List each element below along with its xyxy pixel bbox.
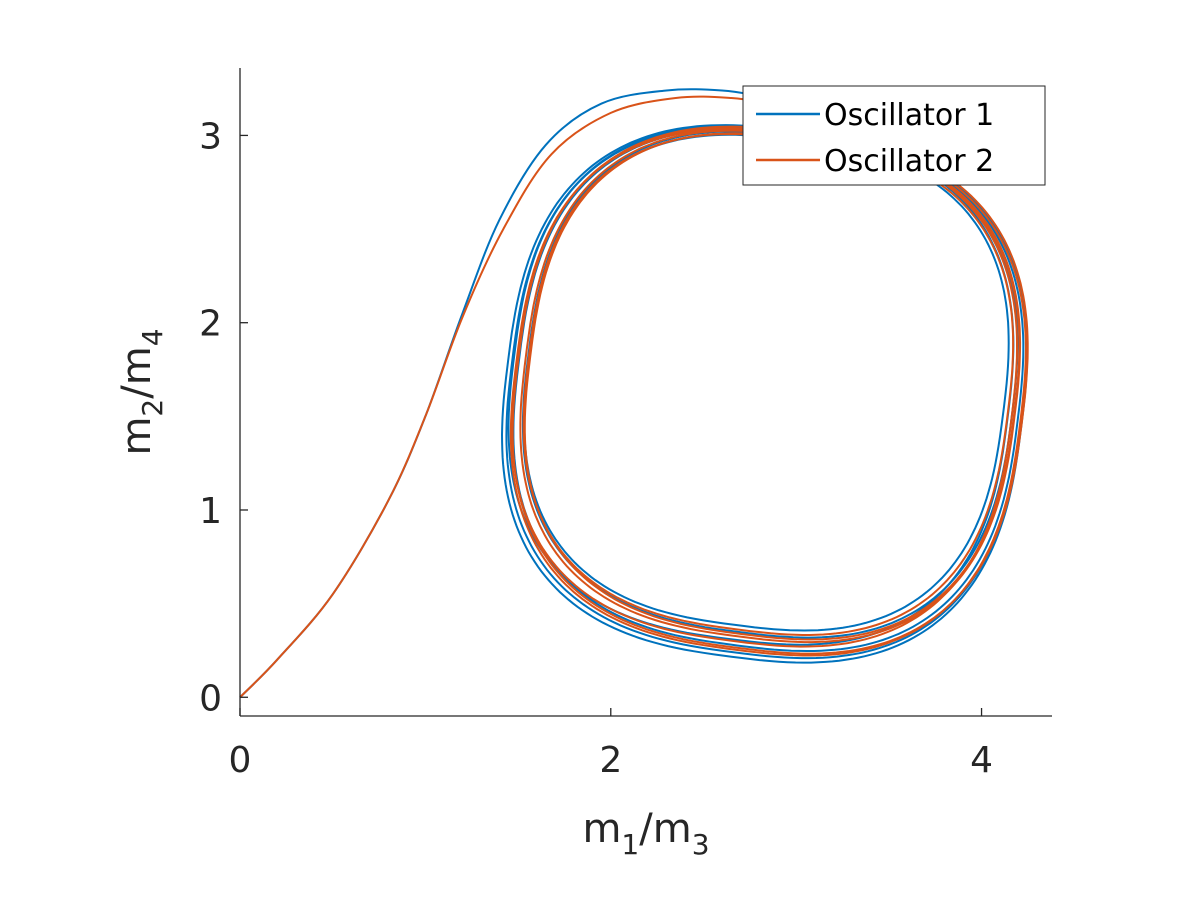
series-2-cycle-2 bbox=[519, 129, 1022, 644]
legend-label-oscillator-2: Oscillator 2 bbox=[824, 144, 994, 179]
series-1-cycle-5 bbox=[507, 127, 1015, 646]
x-axis-label: m1/m3 bbox=[582, 806, 709, 861]
legend-box bbox=[742, 85, 1046, 186]
y-tick-label: 0 bbox=[199, 678, 222, 719]
y-tick-label: 2 bbox=[199, 304, 222, 345]
legend-label-oscillator-1: Oscillator 1 bbox=[824, 98, 994, 133]
x-tick-label: 2 bbox=[599, 740, 622, 781]
series-2-cycle-6 bbox=[523, 132, 1021, 641]
series-2-cycle-4 bbox=[511, 129, 1018, 648]
series-1-cycle-4 bbox=[523, 133, 1010, 632]
series-1-cycle-1 bbox=[500, 124, 1029, 664]
axes bbox=[239, 68, 1052, 717]
series-2-transient bbox=[239, 95, 797, 699]
series-2-cycle-1 bbox=[509, 127, 1027, 657]
series-2-cycle-5 bbox=[511, 125, 1029, 655]
series-1-cycle-3 bbox=[521, 130, 1019, 639]
legend: Oscillator 1 Oscillator 2 bbox=[742, 85, 1046, 186]
ticks: 0 2 4 0 1 2 3 bbox=[199, 116, 993, 781]
series-2-cycle-3 bbox=[522, 132, 1015, 636]
y-tick-label: 1 bbox=[199, 491, 222, 532]
y-tick-label: 3 bbox=[199, 116, 222, 157]
x-tick-label: 0 bbox=[229, 740, 252, 781]
x-tick-label: 4 bbox=[970, 740, 993, 781]
y-axis-label: m2/m4 bbox=[114, 328, 169, 455]
